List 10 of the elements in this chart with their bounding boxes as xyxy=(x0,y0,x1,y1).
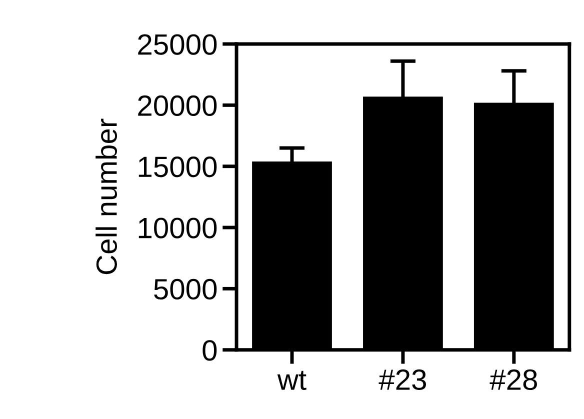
x-tick-label: #28 xyxy=(490,369,537,390)
y-tick-label: 25000 xyxy=(138,34,217,55)
y-tick-label: 5000 xyxy=(154,278,217,300)
x-tick-label: #23 xyxy=(378,369,426,390)
y-tick-label: 10000 xyxy=(138,218,217,238)
y-tick-label: 20000 xyxy=(138,95,217,116)
y-axis-title: Cell number xyxy=(96,118,118,274)
y-tick-label: 0 xyxy=(202,340,217,361)
y-tick-label: 15000 xyxy=(138,156,217,178)
x-tick-label: wt xyxy=(277,370,306,390)
